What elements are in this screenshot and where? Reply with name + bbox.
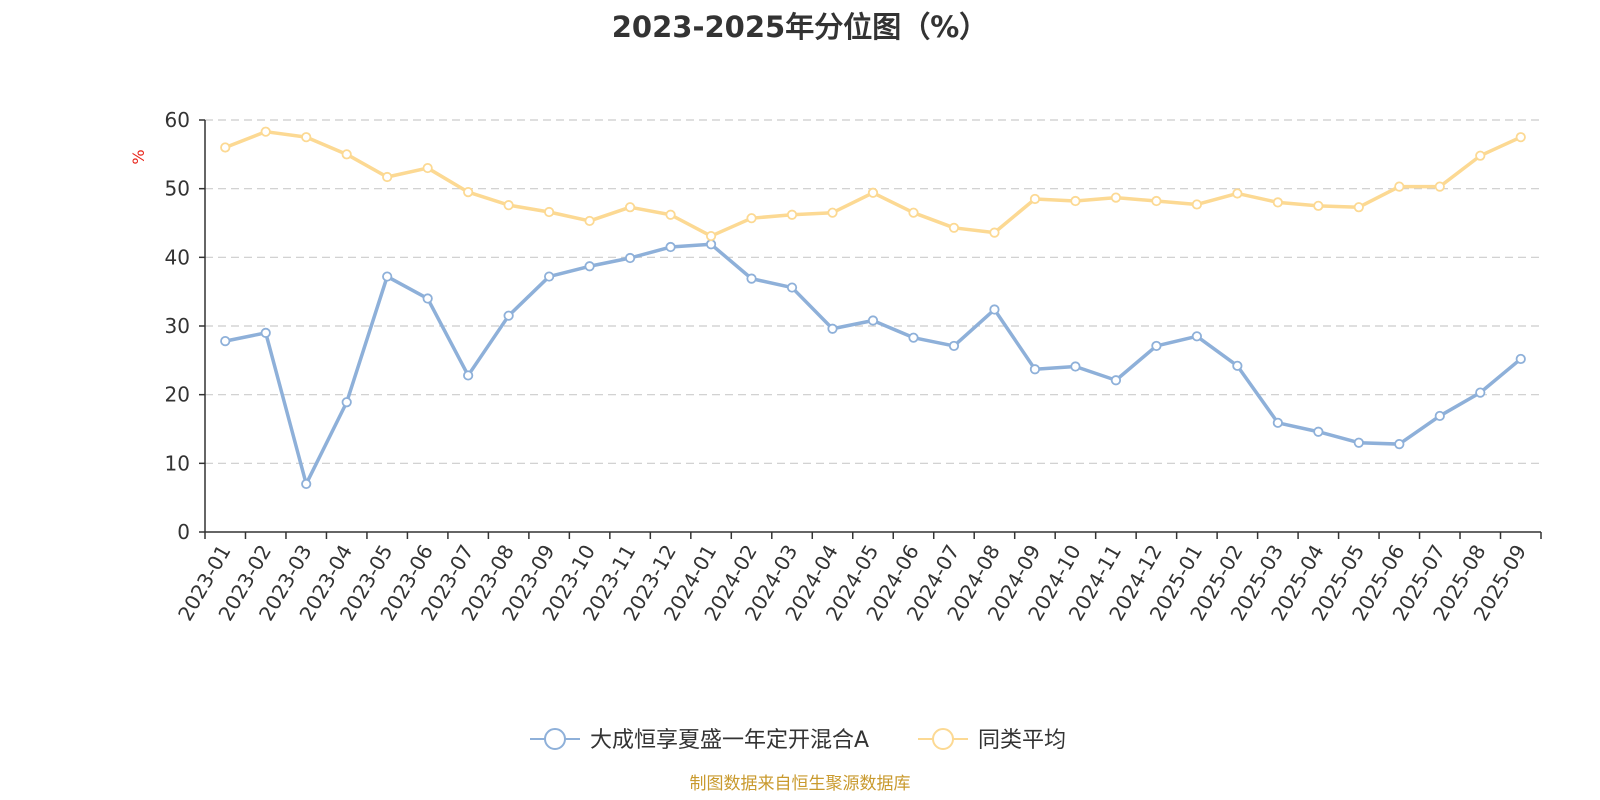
data-point[interactable] — [301, 478, 312, 490]
data-point[interactable] — [382, 171, 393, 183]
data-point[interactable] — [624, 202, 636, 213]
data-point[interactable] — [705, 239, 717, 250]
axes — [204, 120, 1541, 533]
data-point[interactable] — [1353, 437, 1364, 448]
y-tick-label: 10 — [165, 451, 190, 475]
data-point[interactable] — [382, 271, 393, 282]
data-point[interactable] — [827, 207, 838, 218]
legend-item[interactable]: 同类平均 — [918, 728, 1066, 753]
chart-title: 2023-2025年分位图（%） — [611, 10, 989, 44]
legend-item[interactable]: 大成恒享夏盛一年定开混合A — [530, 728, 869, 753]
legend-label: 大成恒享夏盛一年定开混合A — [590, 728, 869, 753]
data-point[interactable] — [422, 162, 433, 174]
data-point[interactable] — [1191, 331, 1202, 342]
data-point[interactable] — [1151, 340, 1162, 352]
data-point[interactable] — [503, 310, 514, 321]
series-line — [224, 129, 1522, 238]
series-lines — [220, 126, 1526, 490]
data-point[interactable] — [1313, 426, 1324, 437]
data-point[interactable] — [786, 209, 798, 220]
data-point[interactable] — [948, 222, 960, 233]
data-point[interactable] — [341, 149, 352, 160]
series-0 — [220, 239, 1526, 490]
data-point[interactable] — [746, 273, 757, 284]
y-tick-label: 0 — [177, 520, 190, 544]
series-1 — [220, 126, 1526, 242]
data-point[interactable] — [1110, 375, 1122, 386]
data-point[interactable] — [908, 332, 919, 343]
data-point[interactable] — [1029, 193, 1041, 205]
legend-label: 同类平均 — [978, 728, 1066, 753]
data-point[interactable] — [1475, 387, 1486, 398]
data-point[interactable] — [867, 315, 879, 326]
data-point[interactable] — [1232, 360, 1243, 371]
data-point[interactable] — [827, 323, 838, 334]
data-point[interactable] — [1475, 150, 1486, 161]
data-point[interactable] — [341, 397, 352, 408]
data-point[interactable] — [1313, 200, 1324, 211]
data-point[interactable] — [989, 304, 1000, 315]
data-point[interactable] — [544, 271, 555, 282]
data-point[interactable] — [908, 207, 919, 218]
data-point[interactable] — [1434, 410, 1445, 422]
grid-lines — [199, 119, 1541, 533]
data-point[interactable] — [948, 340, 960, 352]
data-point[interactable] — [705, 230, 717, 242]
data-point[interactable] — [1272, 197, 1283, 208]
data-point[interactable] — [746, 213, 757, 224]
data-point[interactable] — [1029, 364, 1041, 375]
data-point[interactable] — [1434, 181, 1445, 192]
y-tick-label: 50 — [165, 177, 190, 201]
data-point[interactable] — [665, 241, 676, 253]
legend-marker-icon — [932, 728, 954, 750]
data-point[interactable] — [1151, 195, 1162, 207]
data-point[interactable] — [1515, 132, 1526, 143]
data-point[interactable] — [665, 209, 676, 220]
data-point[interactable] — [463, 370, 474, 381]
y-tick-label: 60 — [165, 108, 190, 132]
data-point[interactable] — [867, 187, 879, 198]
y-tick-labels: 0 10 20 30 40 50 60 — [165, 108, 190, 544]
data-point[interactable] — [1515, 353, 1526, 365]
data-point[interactable] — [503, 200, 514, 211]
legend-marker-icon — [544, 728, 566, 750]
data-point[interactable] — [1070, 361, 1081, 372]
data-point[interactable] — [1191, 199, 1202, 210]
data-point[interactable] — [301, 132, 312, 143]
data-point[interactable] — [220, 142, 231, 153]
data-point[interactable] — [1394, 439, 1405, 450]
data-point[interactable] — [463, 187, 474, 198]
y-tick-label: 40 — [165, 245, 190, 269]
data-point[interactable] — [1070, 195, 1081, 207]
x-tick-labels: 2023-012023-022023-032023-042023-052023-… — [173, 532, 1542, 625]
data-point[interactable] — [584, 261, 595, 272]
data-point[interactable] — [1232, 188, 1243, 199]
legend[interactable]: 大成恒享夏盛一年定开混合A 同类平均 — [530, 728, 1066, 753]
y-tick-label: 20 — [165, 383, 190, 407]
data-point[interactable] — [220, 336, 231, 347]
data-point[interactable] — [422, 293, 433, 304]
data-point[interactable] — [584, 215, 595, 227]
data-point[interactable] — [1353, 202, 1364, 213]
data-point[interactable] — [544, 206, 555, 218]
y-tick-label: 30 — [165, 314, 190, 338]
data-point[interactable] — [1394, 181, 1405, 192]
data-point[interactable] — [786, 282, 798, 293]
data-point[interactable] — [1272, 417, 1283, 428]
data-point[interactable] — [624, 252, 636, 264]
data-point[interactable] — [989, 227, 1000, 238]
y-axis-label: % — [129, 149, 148, 164]
data-point[interactable] — [260, 126, 271, 137]
series-line — [224, 242, 1522, 486]
data-point[interactable] — [1110, 192, 1122, 203]
source-note: 制图数据来自恒生聚源数据库 — [690, 774, 911, 794]
data-point[interactable] — [260, 327, 271, 338]
